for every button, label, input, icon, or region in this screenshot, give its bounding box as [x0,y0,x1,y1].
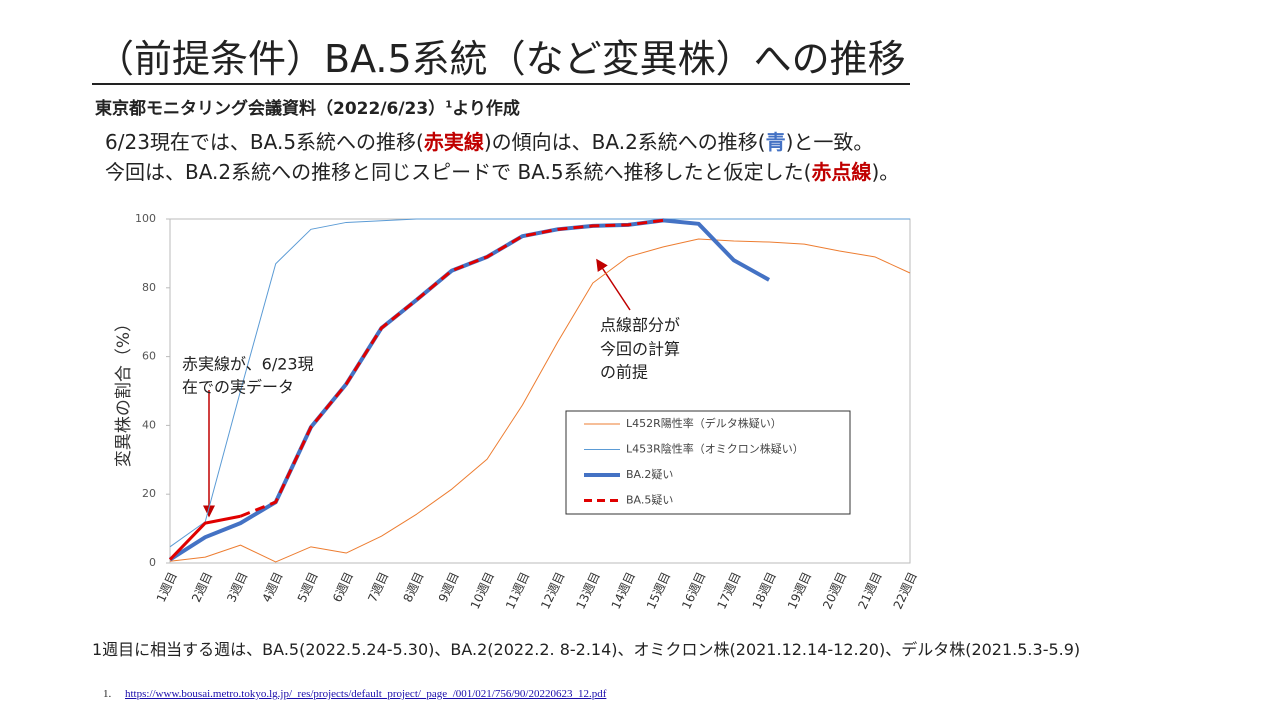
y-tick-label: 0 [149,556,156,569]
series-line [239,218,664,518]
y-tick-label: 40 [142,418,156,431]
series-line [168,218,771,562]
link[interactable]: https://www.bousai.metro.tokyo.lg.jp/_re… [125,688,607,700]
x-tick-label: 13週目 [573,570,602,612]
annotation: 赤実線が、6/23現 [182,355,314,374]
legend-label: L453R陰性率（オミクロン株疑い） [626,442,804,456]
x-tick-label: 14週目 [609,570,638,612]
annotation: 点線部分が [600,316,680,335]
ref: 1 [445,99,453,111]
x-tick-label: 20週目 [820,570,849,612]
text: 6/23現在では、BA.5系統への推移( [105,130,424,154]
x-tick-label: 18週目 [750,570,779,612]
y-tick-label: 20 [142,487,156,500]
arrow [596,258,631,311]
x-tick-label: 1週目 [154,570,180,605]
x-tick-label: 4週目 [260,570,286,605]
x-tick-label: 15週目 [644,570,673,612]
annotation: 今回の計算 [600,340,680,359]
title: （前提条件）BA.5系統（など変異株）への推移 [92,28,910,85]
y-tick-label: 100 [135,212,156,225]
series-line [168,514,241,561]
x-tick-label: 22週目 [891,570,920,612]
x-tick-label: 2週目 [189,570,215,605]
text: )。 [871,160,900,184]
x-tick-label: 7週目 [365,570,391,605]
x-tick-label: 6週目 [330,570,356,605]
legend-label: L452R陽性率（デルタ株疑い） [626,416,782,430]
note-line: 6/23現在では、BA.5系統への推移(赤実線)の傾向は、BA.2系統への推移(… [105,126,873,155]
emph: 赤実線 [423,130,484,154]
x-tick-label: 5週目 [295,570,321,605]
subtitle-tail: より作成 [452,99,520,119]
annotation: の前提 [600,363,648,382]
legend [565,410,851,515]
y-tick-label: 60 [142,350,156,363]
x-tick-label: 12週目 [538,570,567,612]
footnote-num: 1. [103,688,112,700]
x-tick-label: 10週目 [468,570,497,612]
note-line: 今回は、BA.2系統への推移と同じスピードで BA.5系統へ推移したと仮定した(… [105,156,899,185]
x-tick-label: 17週目 [714,570,743,612]
subtitle: 東京都モニタリング会議資料（2022/6/23）1より作成 [95,94,520,119]
footnote: 1. https://www.bousai.metro.tokyo.lg.jp/… [103,688,606,700]
x-tick-label: 11週目 [503,570,532,612]
legend-label: BA.5疑い [626,494,673,507]
plot-area [169,218,911,564]
series-line [169,218,910,548]
x-tick-label: 21週目 [855,570,884,612]
footer: 1週目に相当する週は、BA.5(2022.5.24-5.30)、BA.2(202… [92,640,1081,659]
x-tick-label: 8週目 [400,570,426,605]
annotation: 在での実データ [182,378,294,397]
text: )の傾向は、BA.2系統への推移( [483,130,766,154]
y-tick-label: 80 [142,281,156,294]
y-axis-label: 変異株の割合（%） [114,315,134,467]
legend-label: BA.2疑い [626,468,673,481]
text: )と一致。 [785,130,874,154]
series-line [169,238,911,563]
emph: 青 [765,130,786,154]
emph: 赤点線 [811,160,872,184]
subtitle-text: 東京都モニタリング会議資料（2022/6/23） [95,99,446,119]
x-tick-label: 9週目 [436,570,462,605]
x-tick-label: 16週目 [679,570,708,612]
text: 今回は、BA.2系統への推移と同じスピードで BA.5系統へ推移したと仮定した( [105,160,812,184]
x-tick-label: 19週目 [785,570,814,612]
x-tick-label: 3週目 [224,570,250,605]
